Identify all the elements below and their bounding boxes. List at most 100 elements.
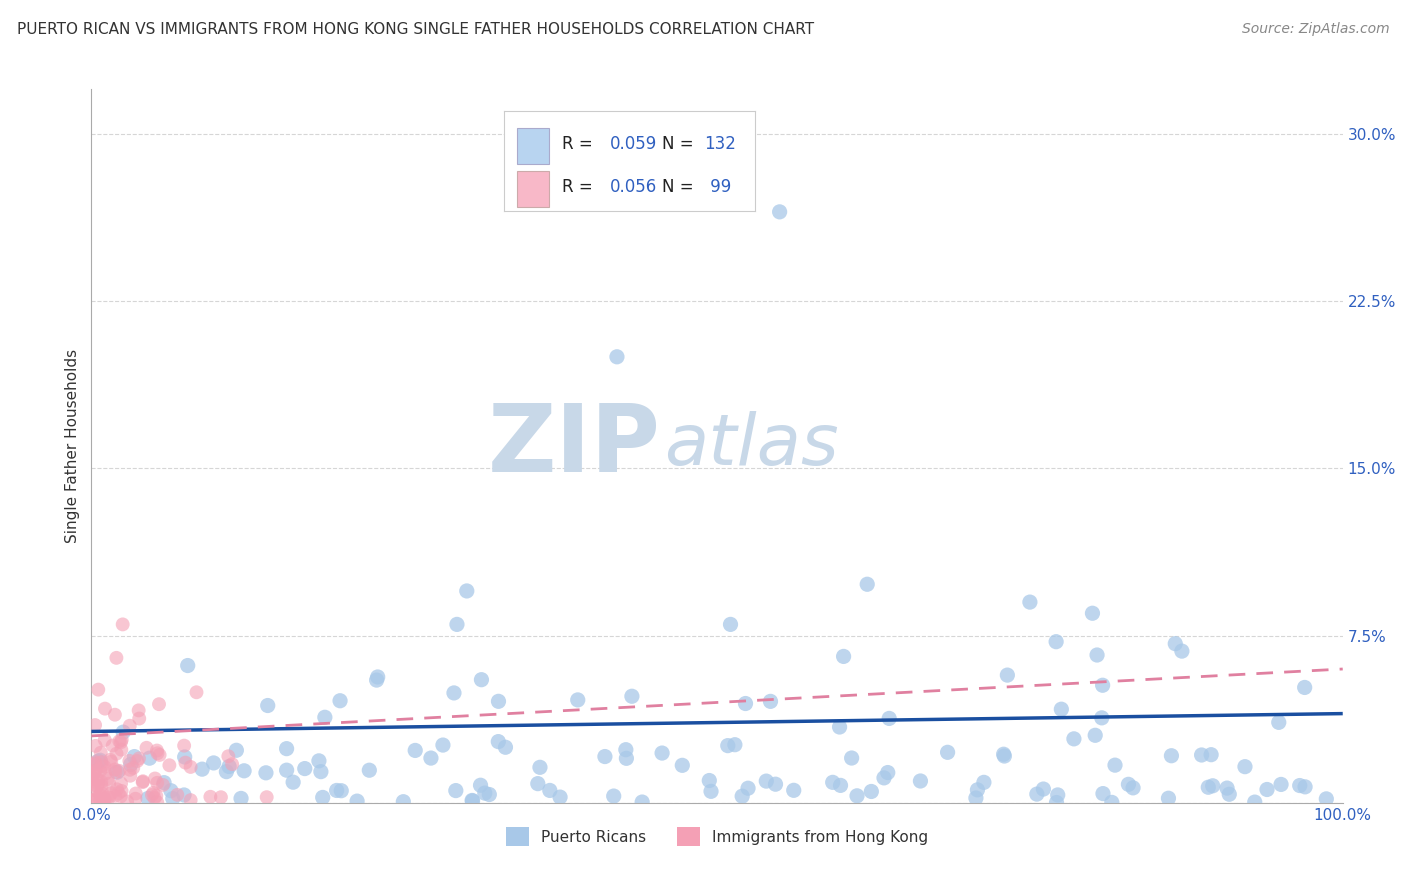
- Point: [89, 764, 111, 778]
- Point: [110, 789, 132, 804]
- Point: [671, 758, 693, 772]
- Point: [1085, 648, 1108, 662]
- Point: [830, 778, 852, 792]
- Point: [82, 757, 104, 772]
- Point: [724, 738, 747, 752]
- Point: [108, 764, 131, 778]
- Point: [444, 783, 467, 797]
- Point: [90, 746, 112, 760]
- Point: [162, 791, 184, 805]
- Point: [229, 791, 252, 805]
- Point: [132, 774, 155, 789]
- Point: [620, 690, 643, 704]
- Point: [325, 783, 347, 797]
- Point: [602, 789, 624, 803]
- Point: [83, 783, 105, 797]
- Point: [105, 651, 128, 665]
- Point: [128, 751, 150, 765]
- Point: [149, 747, 172, 762]
- Point: [309, 764, 332, 779]
- Point: [1294, 780, 1316, 794]
- Point: [1025, 787, 1047, 801]
- Point: [1268, 715, 1291, 730]
- Point: [111, 732, 134, 747]
- Point: [94, 766, 117, 780]
- Point: [697, 773, 720, 788]
- Point: [215, 764, 238, 779]
- Point: [538, 783, 561, 797]
- Point: [225, 743, 247, 757]
- Point: [84, 764, 107, 779]
- Point: [877, 711, 900, 725]
- Point: [1101, 796, 1123, 810]
- Point: [148, 697, 170, 711]
- Point: [89, 753, 111, 767]
- Legend: Puerto Ricans, Immigrants from Hong Kong: Puerto Ricans, Immigrants from Hong Kong: [501, 822, 934, 852]
- Point: [846, 789, 869, 803]
- Point: [145, 789, 167, 803]
- Point: [456, 583, 478, 598]
- Point: [873, 771, 896, 785]
- Point: [1270, 777, 1292, 791]
- Point: [80, 793, 103, 807]
- Y-axis label: Single Father Households: Single Father Households: [65, 349, 80, 543]
- Point: [202, 756, 225, 770]
- Point: [110, 742, 132, 756]
- Point: [828, 720, 851, 734]
- Point: [112, 725, 135, 739]
- Point: [82, 766, 104, 780]
- Point: [87, 682, 110, 697]
- Point: [98, 777, 121, 791]
- Point: [93, 759, 115, 773]
- Point: [233, 764, 256, 778]
- Point: [146, 795, 169, 809]
- Point: [529, 760, 551, 774]
- Point: [120, 757, 142, 772]
- Point: [173, 750, 195, 764]
- Point: [755, 774, 778, 789]
- Point: [110, 784, 132, 798]
- Point: [1315, 792, 1337, 806]
- Point: [1157, 791, 1180, 805]
- Point: [717, 739, 740, 753]
- Point: [138, 751, 160, 765]
- Point: [312, 790, 335, 805]
- Point: [993, 749, 1015, 764]
- Point: [366, 673, 388, 687]
- Point: [101, 739, 124, 753]
- Point: [83, 764, 105, 779]
- Point: [135, 740, 157, 755]
- Point: [567, 693, 589, 707]
- Point: [166, 788, 188, 802]
- Point: [122, 761, 145, 775]
- Point: [87, 772, 110, 787]
- Point: [308, 754, 330, 768]
- Point: [832, 649, 855, 664]
- Point: [367, 670, 389, 684]
- Point: [488, 694, 510, 708]
- Point: [118, 754, 141, 768]
- Point: [84, 755, 107, 769]
- Point: [173, 739, 195, 753]
- Point: [443, 686, 465, 700]
- Point: [108, 734, 131, 748]
- Point: [1243, 795, 1265, 809]
- Point: [821, 775, 844, 789]
- Point: [965, 791, 987, 805]
- Point: [910, 774, 932, 789]
- Point: [221, 757, 243, 772]
- Point: [142, 786, 165, 800]
- Text: PUERTO RICAN VS IMMIGRANTS FROM HONG KONG SINGLE FATHER HOUSEHOLDS CORRELATION C: PUERTO RICAN VS IMMIGRANTS FROM HONG KON…: [17, 22, 814, 37]
- Point: [87, 754, 110, 768]
- Point: [329, 694, 352, 708]
- Point: [548, 790, 571, 805]
- Point: [173, 788, 195, 802]
- Point: [1050, 702, 1073, 716]
- Point: [765, 777, 787, 791]
- Point: [1164, 637, 1187, 651]
- Point: [478, 788, 501, 802]
- Point: [84, 739, 107, 753]
- Point: [146, 743, 169, 757]
- Point: [470, 778, 492, 792]
- Point: [404, 743, 426, 757]
